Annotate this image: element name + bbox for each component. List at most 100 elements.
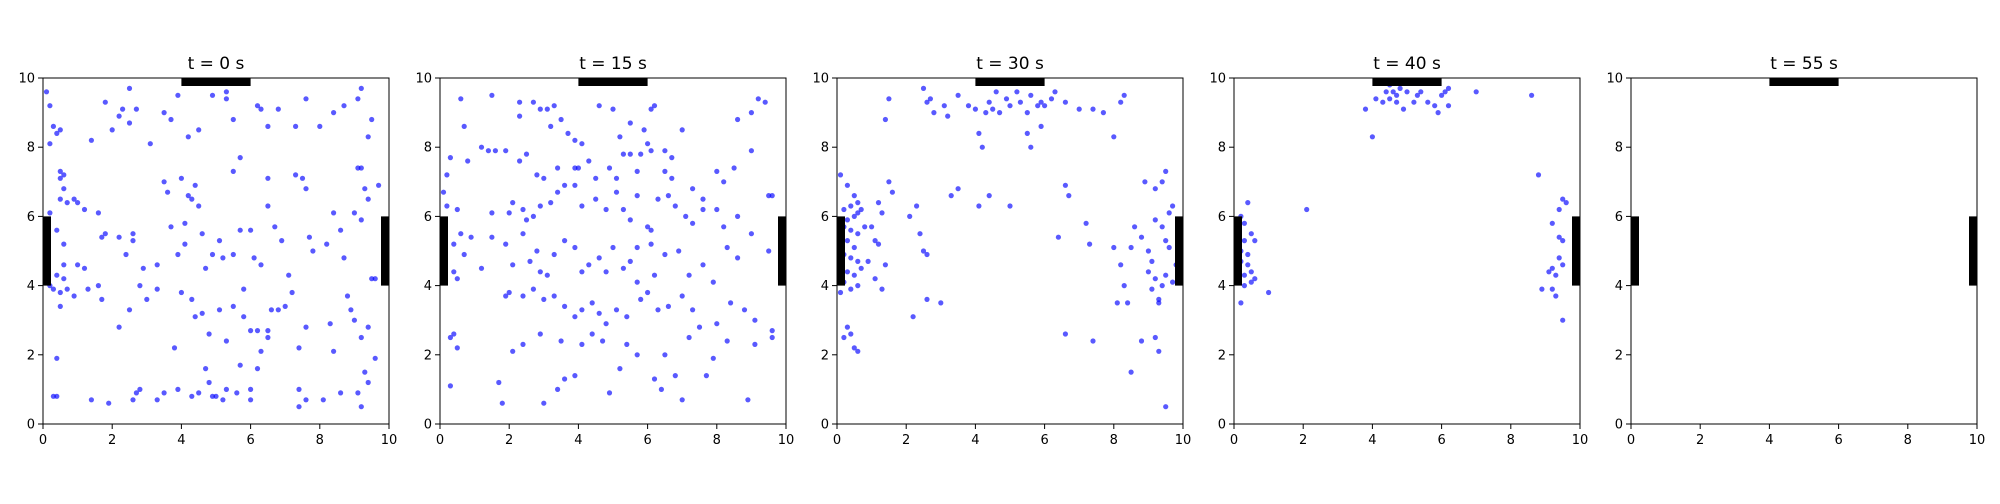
- scatter-point: [506, 210, 512, 216]
- scatter-point: [43, 89, 50, 95]
- scatter-point: [1007, 203, 1013, 209]
- scatter-point: [875, 241, 882, 247]
- scatter-point: [710, 355, 716, 361]
- scatter-point: [703, 373, 710, 379]
- scatter-point: [196, 203, 202, 209]
- scatter-point: [1373, 96, 1379, 102]
- scatter-point: [686, 334, 692, 341]
- scatter-point: [338, 227, 344, 233]
- scatter-point: [517, 113, 523, 119]
- y-tick-label: 0: [1218, 418, 1226, 433]
- scatter-point: [869, 224, 875, 230]
- scatter-point: [679, 293, 685, 299]
- x-tick-label: 10: [778, 433, 795, 448]
- scatter-point: [855, 258, 861, 264]
- scatter-point: [1111, 244, 1117, 251]
- y-tick-label: 8: [1218, 141, 1226, 156]
- scatter-point: [57, 303, 63, 309]
- scatter-point: [634, 279, 640, 285]
- scatter-point: [851, 213, 857, 219]
- scatter-point: [1149, 258, 1155, 264]
- scatter-point: [555, 189, 561, 195]
- scatter-point: [865, 258, 871, 264]
- scatter-point: [444, 203, 450, 209]
- scatter-point: [64, 286, 70, 292]
- scatter-point: [837, 289, 844, 296]
- scatter-point: [1166, 210, 1172, 216]
- y-tick-label: 0: [424, 418, 432, 433]
- scatter-point: [458, 96, 464, 102]
- scatter-points: [837, 85, 1179, 410]
- axes-frame: [42, 77, 390, 425]
- scatter-point: [579, 341, 585, 347]
- scatter-point: [634, 244, 640, 251]
- scatter-point: [662, 148, 668, 154]
- scatter-point: [1529, 92, 1535, 98]
- scatter-point: [665, 193, 672, 199]
- scatter-point: [1100, 110, 1106, 116]
- scatter-point: [358, 404, 364, 410]
- y-tick-label: 8: [1615, 141, 1623, 156]
- scatter-point: [651, 103, 658, 109]
- scatter-point: [941, 103, 947, 109]
- scatter-point: [213, 393, 219, 399]
- scatter-point: [254, 328, 261, 334]
- scatter-point: [627, 217, 633, 223]
- scatter-point: [358, 334, 364, 341]
- scatter-point: [1121, 283, 1127, 289]
- scatter-point: [1138, 234, 1145, 240]
- scatter-point: [520, 206, 526, 213]
- panel-title: t = 30 s: [976, 54, 1044, 74]
- scatter-point: [1062, 99, 1068, 105]
- scatter-point: [855, 231, 861, 237]
- scatter-point: [461, 251, 467, 258]
- x-tick-label: 6: [643, 433, 651, 448]
- scatter-point: [133, 106, 139, 112]
- scatter-point: [848, 255, 854, 261]
- scatter-point: [489, 92, 495, 98]
- scatter-point: [265, 175, 271, 181]
- scatter-point: [1238, 300, 1244, 306]
- y-tick-label: 2: [424, 348, 432, 363]
- scatter-point: [362, 186, 368, 192]
- scatter-point: [1432, 103, 1438, 109]
- scatter-point: [769, 193, 775, 199]
- scatter-point: [175, 251, 181, 258]
- scatter-point: [230, 303, 236, 309]
- scatter-point: [551, 251, 557, 258]
- scatter-point: [71, 196, 77, 202]
- scatter-point: [924, 296, 930, 302]
- scatter-point: [1159, 283, 1165, 289]
- scatter-point: [203, 265, 209, 271]
- scatter-point: [102, 99, 108, 105]
- axes-frame: [439, 77, 787, 425]
- scatter-point: [120, 106, 126, 112]
- scatter-point: [1245, 262, 1251, 268]
- scatter-point: [272, 224, 278, 230]
- scatter-point: [303, 96, 309, 102]
- scatter-point: [735, 213, 741, 219]
- scatter-point: [358, 217, 364, 223]
- scatter-point: [1556, 255, 1562, 261]
- scatter-point: [766, 248, 772, 254]
- scatter-point: [1163, 238, 1169, 244]
- scatter-point: [924, 251, 930, 258]
- scatter-point: [1535, 172, 1542, 178]
- scatter-point: [976, 130, 982, 136]
- scatter-point: [447, 334, 453, 341]
- x-tick-label: 8: [316, 433, 324, 448]
- scatter-point: [844, 182, 851, 188]
- scatter-point: [492, 148, 498, 154]
- scatter-point: [1125, 300, 1131, 306]
- scatter-point: [872, 276, 878, 282]
- scatter-point: [168, 116, 174, 123]
- scatter-point: [454, 276, 460, 282]
- scatter-point: [627, 151, 633, 157]
- scatter-point: [1038, 123, 1044, 129]
- x-tick-label: 10: [1572, 433, 1589, 448]
- x-tick-label: 2: [505, 433, 513, 448]
- scatter-point: [230, 168, 236, 174]
- scatter-point: [1114, 300, 1120, 306]
- scatter-point: [1245, 251, 1251, 258]
- scatter-point: [1362, 106, 1369, 112]
